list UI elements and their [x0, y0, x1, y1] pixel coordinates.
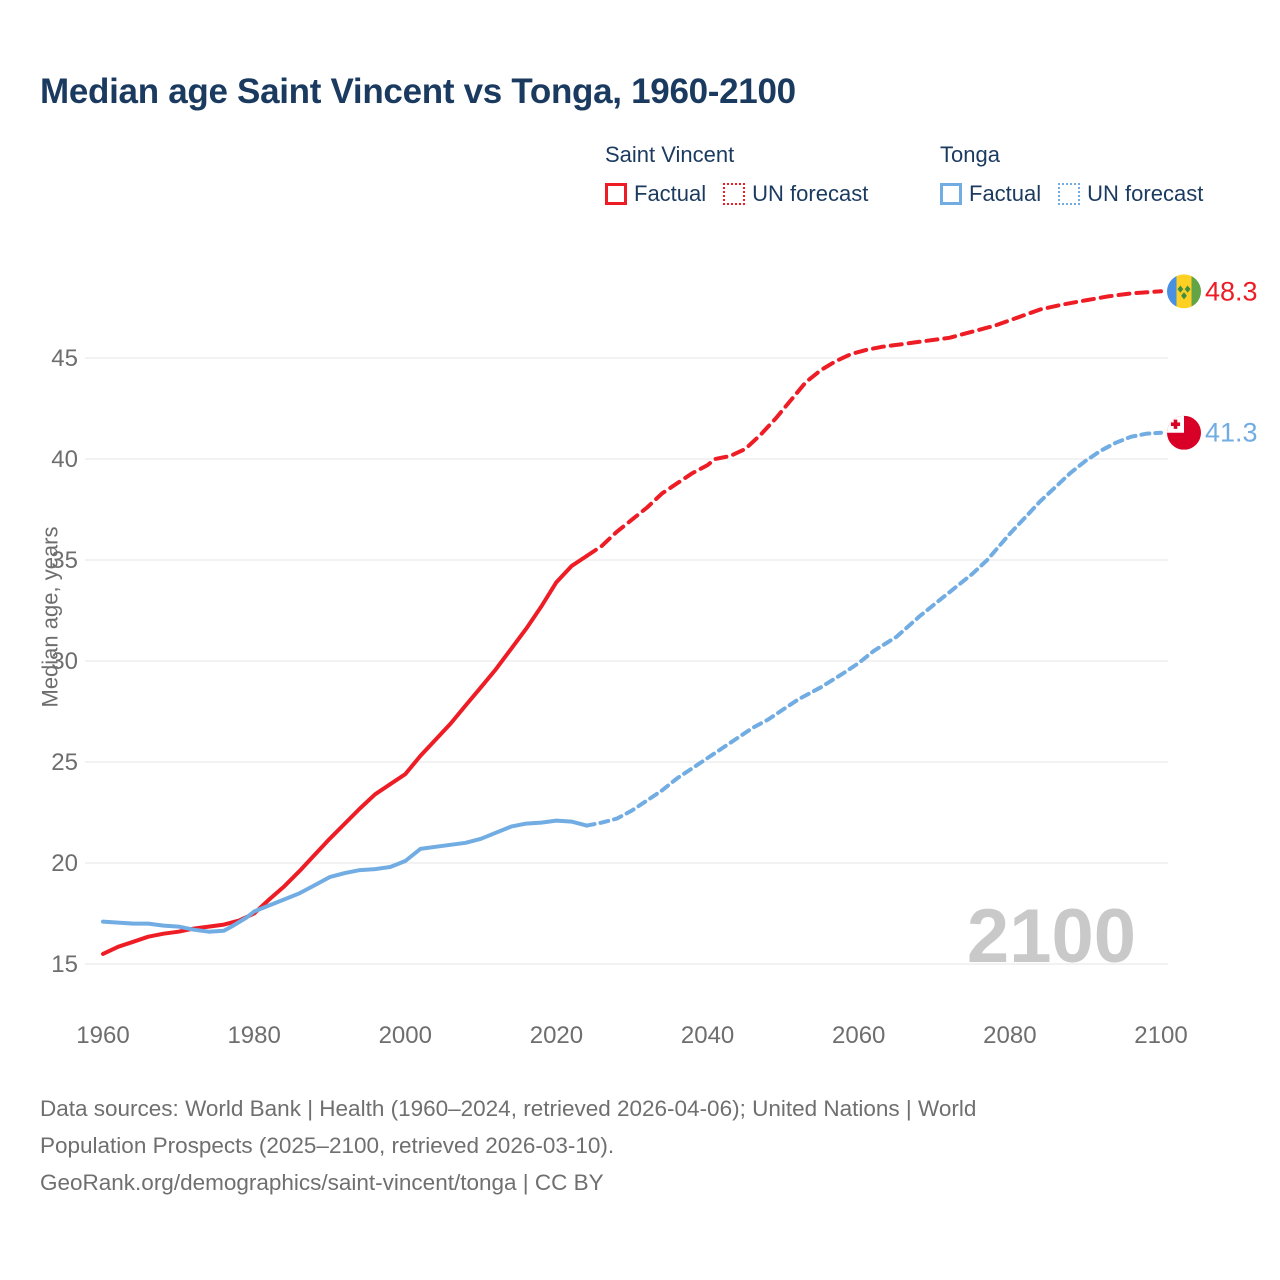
x-tick-label: 2100 — [1134, 1022, 1187, 1049]
dotted-line-swatch-icon — [723, 183, 746, 205]
series-line-sv-forecast — [584, 289, 1163, 558]
solid-line-swatch-icon — [940, 183, 962, 205]
legend-item-tonga-factual: Factual — [940, 181, 1041, 207]
legend-group-title: Saint Vincent — [605, 142, 735, 167]
legend-item-label: UN forecast — [752, 181, 869, 206]
y-tick-label: 20 — [51, 850, 78, 877]
footer: Data sources: World Bank | Health (1960–… — [40, 1090, 976, 1201]
legend-item-label: UN forecast — [1087, 181, 1204, 206]
x-tick-label: 2020 — [530, 1022, 583, 1049]
x-tick-label: 1980 — [227, 1022, 280, 1049]
legend-group-saint-vincent: Saint Vincent Factual UN forecast — [605, 142, 868, 207]
watermark-year: 2100 — [967, 894, 1136, 979]
x-tick-label: 2080 — [983, 1022, 1036, 1049]
end-value-label-tonga: 41.3 — [1205, 418, 1258, 448]
solid-line-swatch-icon — [605, 183, 627, 205]
legend-row: Factual UN forecast — [940, 181, 1203, 207]
legend-group-title: Tonga — [940, 142, 1000, 167]
y-tick-label: 45 — [51, 345, 78, 372]
footer-attribution-url: GeoRank.org/demographics/saint-vincent/t… — [40, 1170, 604, 1195]
series-line-tonga-forecast — [584, 430, 1163, 828]
legend-group-tonga: Tonga Factual UN forecast — [940, 142, 1203, 207]
flag-saint-vincent-icon — [1167, 274, 1201, 309]
x-tick-label: 1960 — [76, 1022, 129, 1049]
legend-item-label: Factual — [634, 181, 707, 206]
legend-item-sv-factual: Factual — [605, 181, 706, 207]
legend-item-sv-forecast: UN forecast — [723, 181, 868, 207]
x-tick-label: 2040 — [681, 1022, 734, 1049]
end-value-label-saint-vincent: 48.3 — [1205, 276, 1258, 306]
legend-item-tonga-forecast: UN forecast — [1058, 181, 1203, 207]
y-tick-label: 15 — [51, 951, 78, 978]
series-line-sv-factual — [101, 554, 589, 956]
series-line-tonga-factual — [101, 818, 589, 934]
x-tick-label: 2060 — [832, 1022, 885, 1049]
legend-row: Factual UN forecast — [605, 181, 868, 207]
footer-data-sources-line2: Population Prospects (2025–2100, retriev… — [40, 1133, 615, 1158]
footer-data-sources-line1: Data sources: World Bank | Health (1960–… — [40, 1096, 977, 1121]
flag-tonga-icon — [1167, 415, 1201, 450]
y-tick-label: 40 — [51, 446, 78, 473]
page-title: Median age Saint Vincent vs Tonga, 1960-… — [40, 72, 796, 111]
legend-item-label: Factual — [969, 181, 1042, 206]
dotted-line-swatch-icon — [1058, 183, 1081, 205]
y-tick-label: 30 — [51, 648, 78, 675]
y-tick-label: 25 — [51, 749, 78, 776]
x-tick-label: 2000 — [379, 1022, 432, 1049]
y-tick-label: 35 — [51, 547, 78, 574]
